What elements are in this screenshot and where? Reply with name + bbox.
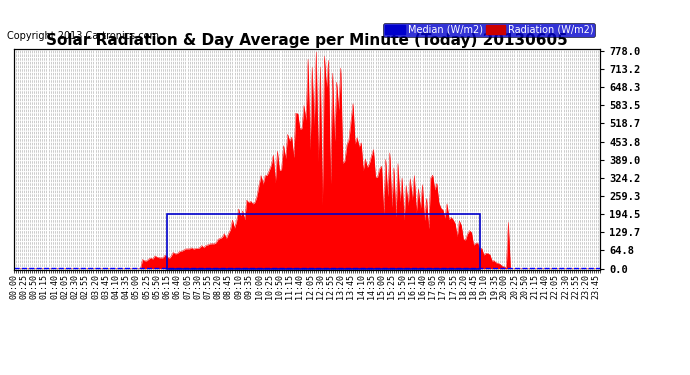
Legend: Median (W/m2), Radiation (W/m2): Median (W/m2), Radiation (W/m2) bbox=[383, 22, 595, 36]
Text: Copyright 2013 Cartronics.com: Copyright 2013 Cartronics.com bbox=[7, 32, 159, 41]
Title: Solar Radiation & Day Average per Minute (Today) 20130605: Solar Radiation & Day Average per Minute… bbox=[46, 33, 568, 48]
Bar bbox=[167, 214, 480, 268]
